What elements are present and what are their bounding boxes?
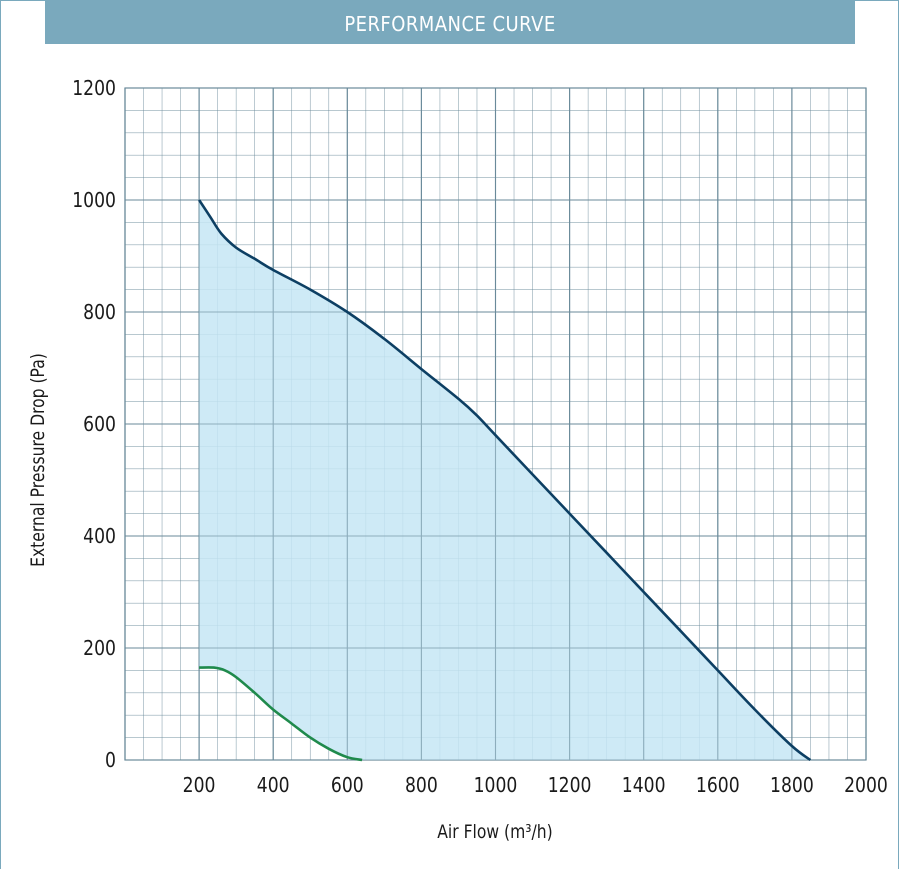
x-tick-label: 400 bbox=[257, 775, 290, 798]
y-tick-label: 400 bbox=[83, 526, 116, 549]
x-tick-label: 1200 bbox=[548, 775, 592, 798]
y-tick-label: 200 bbox=[83, 638, 116, 661]
y-tick-label: 1000 bbox=[72, 190, 116, 213]
x-tick-label: 1400 bbox=[622, 775, 666, 798]
operating-area bbox=[199, 200, 811, 760]
x-tick-label: 2000 bbox=[844, 775, 888, 798]
grid-major-overlay bbox=[124, 87, 867, 761]
max-curve-line bbox=[198, 199, 812, 762]
x-tick-label: 200 bbox=[183, 775, 216, 798]
min-curve-line bbox=[199, 666, 363, 762]
x-axis-label: Air Flow (m³/h) bbox=[437, 822, 552, 844]
x-tick-label: 1000 bbox=[474, 775, 518, 798]
y-tick-label: 600 bbox=[83, 414, 116, 437]
y-axis-ticks: 0 200 400 600 800 1000 1200 bbox=[72, 78, 116, 773]
chart-title: PERFORMANCE CURVE bbox=[45, 0, 855, 44]
y-axis-label: External Pressure Drop (Pa) bbox=[28, 353, 50, 567]
y-tick-label: 1200 bbox=[72, 78, 116, 101]
x-tick-label: 800 bbox=[405, 775, 438, 798]
y-tick-label: 800 bbox=[83, 302, 116, 325]
x-tick-label: 1800 bbox=[770, 775, 814, 798]
x-axis-ticks: 200 400 600 800 1000 1200 1400 1600 1800 2000 bbox=[183, 775, 888, 798]
x-tick-label: 1600 bbox=[696, 775, 740, 798]
y-tick-label: 0 bbox=[105, 750, 116, 773]
x-tick-label: 600 bbox=[331, 775, 364, 798]
